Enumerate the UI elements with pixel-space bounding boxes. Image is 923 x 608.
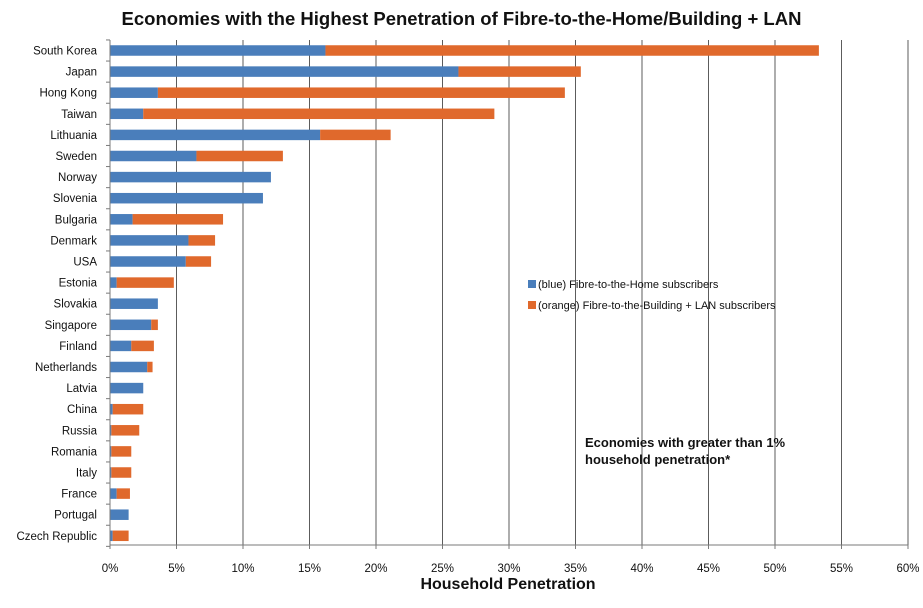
category-label-south-korea: South Korea (33, 46, 98, 58)
category-label-japan: Japan (66, 67, 97, 79)
bar-home-china (110, 403, 113, 415)
category-label-france: France (61, 489, 97, 501)
bar-home-slovenia (110, 192, 263, 204)
category-label-sweden: Sweden (55, 151, 97, 163)
bar-home-bulgaria (110, 214, 133, 225)
category-label-lithuania: Lithuania (50, 130, 97, 142)
x-tick-label: 30% (497, 563, 520, 575)
bar-building-lithuania (320, 129, 391, 141)
legend-swatch (528, 301, 536, 309)
legend-label: (blue) Fibre-to-the-Home subscribers (538, 279, 719, 291)
bar-building-romania (111, 446, 132, 457)
chart-title: Economies with the Highest Penetration o… (121, 8, 802, 29)
category-label-slovenia: Slovenia (53, 193, 98, 205)
bar-building-netherlands (147, 361, 153, 373)
bar-home-russia (110, 425, 112, 436)
category-label-china: China (67, 404, 98, 416)
category-label-singapore: Singapore (45, 320, 97, 332)
bar-building-south-korea (325, 45, 819, 56)
bar-building-china (112, 403, 144, 415)
legend-item-home: (blue) Fibre-to-the-Home subscribers (528, 279, 719, 291)
x-tick-label: 45% (697, 563, 720, 575)
bar-building-italy (111, 467, 132, 478)
category-label-estonia: Estonia (59, 278, 98, 290)
category-label-latvia: Latvia (66, 383, 97, 395)
bar-building-japan (458, 66, 581, 77)
bar-home-portugal (110, 509, 129, 520)
bar-home-france (110, 488, 117, 499)
bar-home-netherlands (110, 361, 148, 373)
category-label-denmark: Denmark (50, 235, 97, 247)
bar-building-taiwan (143, 108, 495, 120)
category-label-taiwan: Taiwan (61, 109, 97, 121)
x-tick-labels: 0% 5% 10% 15% 20% 25% 30% 35% 40% 45% 50% 55% 60% (102, 563, 920, 575)
category-label-norway: Norway (58, 172, 97, 184)
bar-building-denmark (188, 235, 216, 246)
x-axis-label: Household Penetration (420, 576, 596, 593)
legend-item-building: (orange) Fibre-to-the-Building + LAN sub… (528, 300, 776, 312)
x-tick-label: 40% (630, 563, 653, 575)
bar-home-hong-kong (110, 87, 158, 98)
category-label-hong-kong: Hong Kong (39, 88, 97, 100)
x-tick-label: 15% (298, 563, 321, 575)
bar-building-bulgaria (132, 214, 224, 225)
bar-home-latvia (110, 382, 144, 394)
bar-building-estonia (116, 277, 174, 288)
bar-building-usa (185, 256, 212, 267)
bar-home-usa (110, 256, 186, 267)
bar-home-finland (110, 340, 132, 352)
bar-home-estonia (110, 277, 117, 288)
category-label-russia: Russia (62, 425, 98, 437)
bar-building-czech-republic (112, 530, 129, 542)
category-label-italy: Italy (76, 468, 97, 480)
legend-label: (orange) Fibre-to-the-Building + LAN sub… (538, 300, 776, 312)
x-tick-label: 55% (830, 563, 853, 575)
x-tick-label: 60% (896, 563, 919, 575)
x-tick-label: 0% (102, 563, 119, 575)
category-label-portugal: Portugal (54, 510, 97, 522)
x-tick-label: 50% (763, 563, 786, 575)
annotation: Economies with greater than 1% household… (585, 434, 885, 468)
annotation-line-2: household penetration* (585, 452, 731, 467)
category-label-usa: USA (73, 257, 97, 269)
bar-building-finland (131, 340, 154, 352)
bar-building-hong-kong (157, 87, 565, 98)
annotation-line-1: Economies with greater than 1% (585, 435, 786, 450)
x-tick-label: 35% (564, 563, 587, 575)
bar-home-south-korea (110, 45, 326, 56)
legend: (blue) Fibre-to-the-Home subscribers (ora… (528, 279, 776, 312)
bar-home-czech-republic (110, 530, 113, 542)
category-label-finland: Finland (59, 341, 97, 353)
bar-home-denmark (110, 235, 189, 246)
category-labels: South Korea Japan Hong Kong Taiwan Lithuania… (16, 46, 97, 543)
category-label-romania: Romania (51, 446, 98, 458)
bar-building-russia (111, 425, 140, 436)
bar-home-sweden (110, 150, 197, 162)
x-tick-label: 5% (168, 563, 185, 575)
bar-home-italy (110, 467, 112, 478)
bar-home-romania (110, 446, 112, 457)
category-label-czech-republic: Czech Republic (16, 531, 97, 543)
axes (106, 39, 909, 549)
bar-building-singapore (151, 319, 158, 331)
bar-home-slovakia (110, 298, 158, 309)
category-label-bulgaria: Bulgaria (55, 214, 98, 226)
gridlines (176, 40, 909, 545)
x-tick-label: 10% (231, 563, 254, 575)
category-label-netherlands: Netherlands (35, 362, 97, 374)
bar-home-singapore (110, 319, 152, 331)
bar-building-france (116, 488, 130, 499)
x-tick-label: 25% (431, 563, 454, 575)
bar-home-lithuania (110, 129, 321, 141)
bars (110, 45, 819, 542)
bar-home-taiwan (110, 108, 144, 120)
bar-building-sweden (196, 150, 283, 162)
bar-home-japan (110, 66, 459, 77)
bar-home-norway (110, 171, 271, 183)
legend-swatch (528, 280, 536, 288)
category-label-slovakia: Slovakia (54, 299, 98, 311)
x-tick-label: 20% (364, 563, 387, 575)
